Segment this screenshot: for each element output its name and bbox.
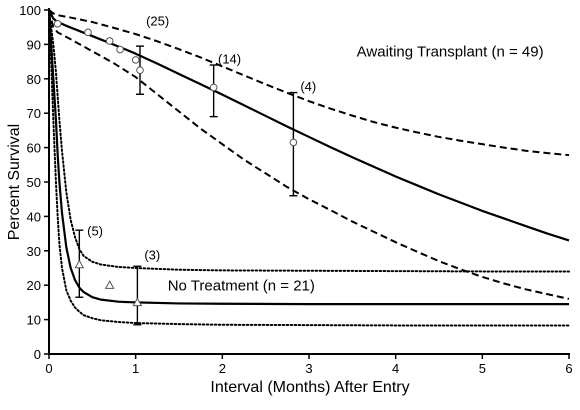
y-tick-label: 60 xyxy=(27,141,41,156)
data-point-no-treatment xyxy=(74,259,85,269)
x-tick-label: 0 xyxy=(45,361,52,376)
series-line-awaiting-transplant-upper-ci xyxy=(49,9,570,157)
x-tick-label: 2 xyxy=(219,361,226,376)
x-tick-label: 4 xyxy=(392,361,399,376)
data-point-awaiting-transplant xyxy=(131,56,140,64)
annotation-label: Awaiting Transplant (n = 49) xyxy=(357,43,544,60)
series-line-no-treatment-upper-ci xyxy=(49,9,570,273)
y-tick-label: 100 xyxy=(19,3,41,18)
count-label: (25) xyxy=(146,13,169,28)
series-line-no-treatment-fit xyxy=(49,9,569,306)
y-tick-label: 50 xyxy=(27,175,41,190)
data-point-no-treatment xyxy=(132,297,143,307)
data-point-awaiting-transplant xyxy=(53,19,62,28)
x-tick-label: 6 xyxy=(565,361,572,376)
series-line-no-treatment-lower-ci xyxy=(49,9,570,327)
y-tick-label: 80 xyxy=(27,72,41,87)
data-point-awaiting-transplant xyxy=(209,83,218,92)
y-tick-label: 0 xyxy=(34,347,41,362)
curves-layer xyxy=(49,9,570,327)
x-tick-label: 5 xyxy=(479,361,486,376)
series-line-awaiting-transplant-lower-ci xyxy=(49,9,570,300)
series-line-awaiting-transplant-fit xyxy=(49,9,570,242)
x-axis-title: Interval (Months) After Entry xyxy=(210,379,409,396)
text-layer: Awaiting Transplant (n = 49) No Treatment… xyxy=(87,13,543,294)
y-tick-label: 30 xyxy=(27,244,41,259)
data-point-awaiting-transplant xyxy=(136,66,144,74)
data-point-no-treatment xyxy=(104,280,115,289)
y-tick-label: 40 xyxy=(27,209,41,224)
data-point-awaiting-transplant xyxy=(116,45,124,54)
data-point-awaiting-transplant xyxy=(84,28,92,37)
y-tick-label: 90 xyxy=(27,37,41,52)
count-label: (4) xyxy=(300,79,316,94)
y-tick-label: 20 xyxy=(27,278,41,293)
y-axis-title: Percent Survival xyxy=(6,124,23,241)
data-point-awaiting-transplant xyxy=(105,37,114,45)
y-tick-label: 70 xyxy=(27,106,41,121)
error-bar-no-treatment xyxy=(133,265,142,326)
count-label: (14) xyxy=(218,51,241,66)
annotation-label: No Treatment (n = 21) xyxy=(168,277,315,294)
x-tick-label: 3 xyxy=(305,361,312,376)
count-label: (5) xyxy=(87,223,103,238)
x-tick-label: 1 xyxy=(132,361,139,376)
count-label: (3) xyxy=(144,247,160,262)
y-tick-label: 10 xyxy=(27,313,41,328)
data-point-awaiting-transplant xyxy=(289,138,298,147)
points-layer xyxy=(53,19,298,307)
